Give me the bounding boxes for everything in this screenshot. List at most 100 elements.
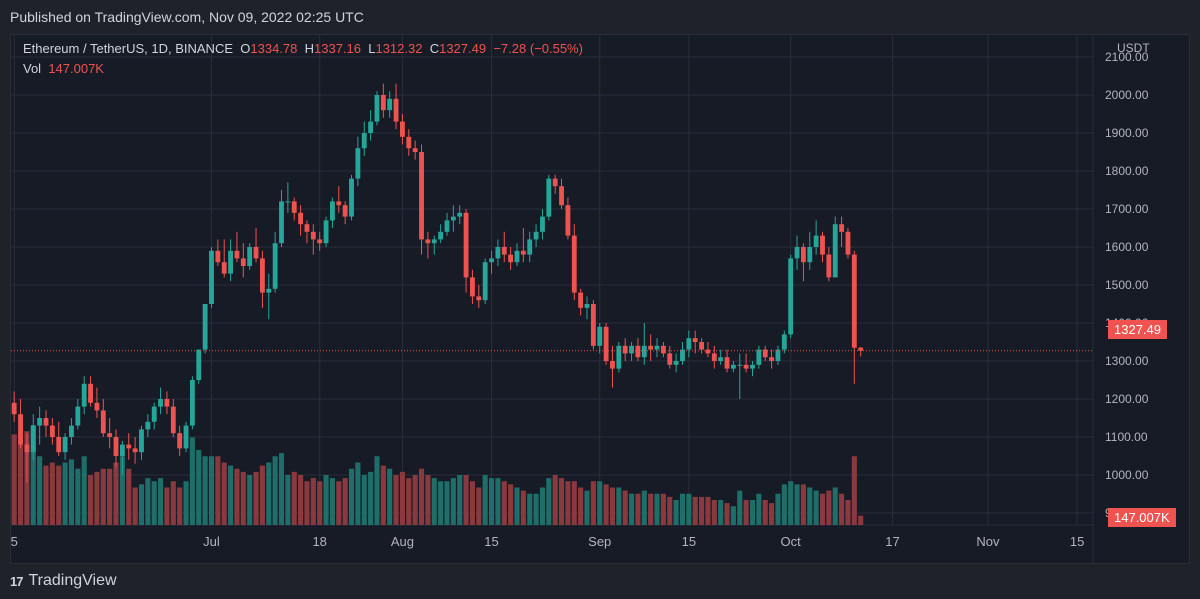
volume-bar <box>266 462 272 525</box>
tradingview-brand[interactable]: 17 TradingView <box>10 572 117 590</box>
volume-bar <box>788 481 794 525</box>
volume-bar <box>508 484 514 525</box>
candle-body <box>139 429 144 453</box>
volume-bar <box>571 481 577 525</box>
candle-body <box>234 250 240 259</box>
volume-bar <box>438 481 444 525</box>
candle-body <box>393 98 399 122</box>
volume-bar <box>145 478 151 525</box>
volume-bar <box>412 475 418 525</box>
candle-body <box>495 247 501 259</box>
volume-bar <box>285 475 291 525</box>
volume-bar <box>68 459 75 525</box>
candle-body <box>43 418 49 426</box>
candle-body <box>323 220 329 244</box>
volume-bar <box>686 493 692 525</box>
volume-bar <box>845 500 851 525</box>
volume-bar <box>794 484 800 525</box>
candle-body <box>425 239 431 244</box>
volume-bar <box>240 471 246 525</box>
volume-bar <box>469 481 475 525</box>
candle-body <box>514 250 520 263</box>
candle-body <box>476 296 482 301</box>
volume-bar <box>495 478 501 525</box>
volume-bar <box>749 500 756 525</box>
candle-body <box>259 258 265 293</box>
y-tick-label: 1600.00 <box>1105 240 1149 254</box>
currency-unit: USDT <box>1117 41 1150 55</box>
candle-body <box>11 402 17 415</box>
candlestick-chart[interactable]: 2100.00 2000.00 1900.00 1800.00 1700.00 1600.… <box>11 35 1189 563</box>
chart-panel[interactable]: 2100.00 2000.00 1900.00 1800.00 1700.00 1600.… <box>10 34 1190 564</box>
volume-bar <box>565 481 571 525</box>
volume-bar <box>527 493 533 525</box>
volume-bar <box>393 475 399 525</box>
volume-bar <box>18 443 24 525</box>
candle-body <box>444 220 450 232</box>
last-price-tag: 1327.49 <box>1108 320 1167 339</box>
volume-bar <box>247 475 253 525</box>
volume-bar <box>208 456 215 525</box>
candle-body <box>654 345 660 350</box>
candle-body <box>769 357 775 361</box>
volume-bar <box>762 500 768 525</box>
volume-bar <box>648 493 654 525</box>
volume-bar <box>164 487 170 525</box>
volume-bar <box>374 456 380 525</box>
volume-bar <box>368 471 374 525</box>
candle-body <box>119 444 125 456</box>
volume-bar <box>30 425 36 525</box>
volume-bar <box>278 453 285 525</box>
volume-bar <box>444 481 450 525</box>
volume-bar <box>609 487 616 525</box>
candle-body <box>279 201 284 244</box>
volume-bar <box>858 515 864 525</box>
candle-body <box>705 349 711 354</box>
candle-body <box>832 224 838 278</box>
candle-body <box>202 304 208 350</box>
candle-body <box>533 231 539 240</box>
volume-bar <box>476 487 482 525</box>
candle-body <box>807 247 813 263</box>
x-tick-label: 17 <box>885 534 899 549</box>
candle-body <box>718 357 724 361</box>
volume-bar <box>132 487 138 525</box>
candle-body <box>724 357 730 369</box>
candle-body <box>743 364 749 369</box>
volume-bar <box>603 484 609 525</box>
candle-body <box>215 250 221 263</box>
volume-bar <box>482 475 488 525</box>
candle-body <box>762 349 768 358</box>
volume-bar <box>781 484 787 525</box>
volume-bar <box>380 465 386 525</box>
volume-bar <box>514 487 520 525</box>
candle-body <box>75 406 81 426</box>
candle-body <box>603 326 609 361</box>
legend-open-label: O <box>240 41 251 56</box>
candle-body <box>342 205 348 217</box>
y-tick-label: 1200.00 <box>1105 392 1149 406</box>
candle-body <box>400 121 405 137</box>
candle-body <box>336 201 342 206</box>
candle-body <box>692 338 698 342</box>
x-tick-label: Oct <box>781 534 802 549</box>
volume-bar <box>113 462 119 525</box>
y-tick-label: 1300.00 <box>1105 354 1149 368</box>
candle-body <box>781 334 787 350</box>
y-tick-label: 1500.00 <box>1105 278 1149 292</box>
volume-bar <box>158 478 164 525</box>
volume-bar <box>616 487 622 525</box>
candle-body <box>151 406 157 422</box>
x-tick-label: 18 <box>312 534 326 549</box>
candle-body <box>800 247 806 263</box>
candle-body <box>610 361 615 369</box>
candle-body <box>520 250 526 255</box>
volume-bar <box>291 471 297 525</box>
candle-body <box>508 254 514 263</box>
candle-body <box>374 95 380 122</box>
volume-bar <box>431 478 437 525</box>
x-tick-label: 15 <box>484 534 498 549</box>
volume-bar <box>88 475 94 525</box>
candle-body <box>145 421 151 430</box>
volume-bar <box>463 475 469 525</box>
